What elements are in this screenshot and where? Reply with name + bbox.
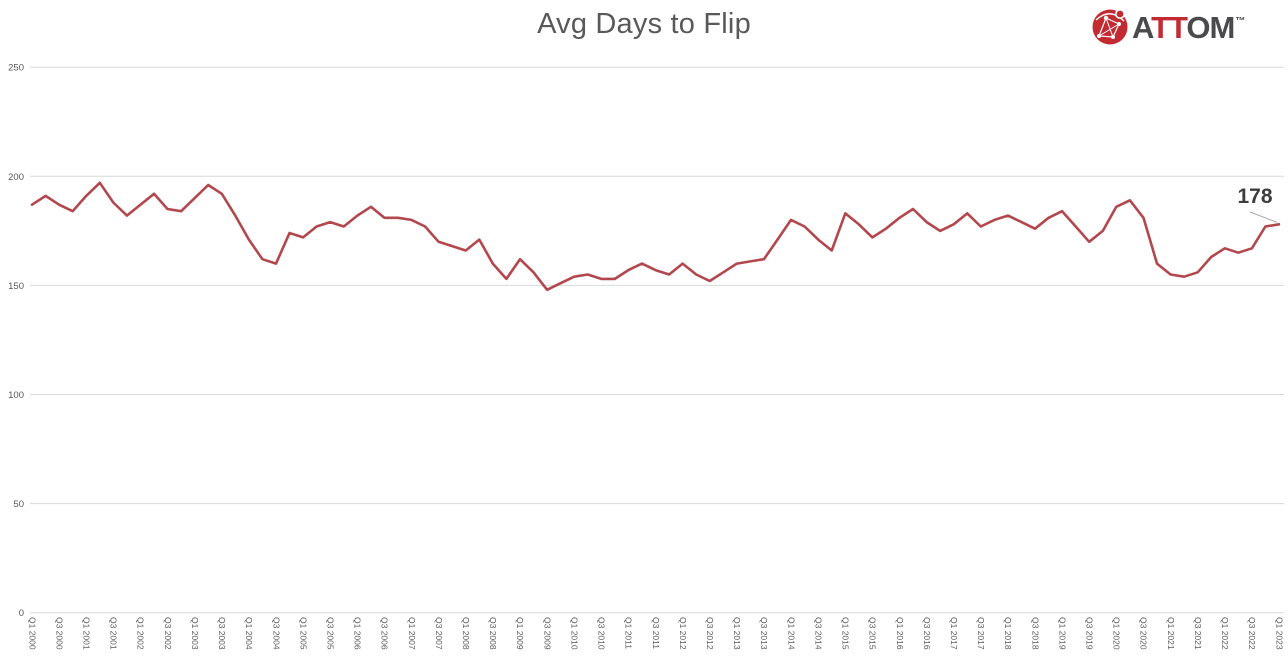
x-tick-label: Q1 2021 <box>1166 617 1176 650</box>
last-value-label: 178 <box>1237 185 1273 208</box>
y-tick-label-200: 200 <box>8 172 24 183</box>
x-tick-label: Q3 2008 <box>488 617 498 650</box>
x-tick-label: Q1 2001 <box>81 617 91 650</box>
x-tick-label: Q1 2006 <box>353 617 363 650</box>
chart-title: Avg Days to Flip <box>537 8 751 40</box>
x-tick-label: Q1 2010 <box>569 617 579 650</box>
attom-logo-text: ATTOM™ <box>1132 10 1244 45</box>
logo-letters-tt: TT <box>1151 10 1188 45</box>
x-tick-label: Q1 2015 <box>841 617 851 650</box>
x-tick-label: Q1 2003 <box>190 617 200 650</box>
x-tick-label: Q3 2019 <box>1085 617 1095 650</box>
attom-logo-emblem <box>1092 9 1128 45</box>
x-tick-label: Q3 2015 <box>868 617 878 650</box>
x-tick-label: Q1 2011 <box>624 617 634 649</box>
attom-logo-svg: ATTOM™ <box>1092 9 1245 45</box>
x-tick-label: Q3 2001 <box>109 617 119 650</box>
y-tick-label-100: 100 <box>8 390 24 401</box>
x-tick-label: Q3 2014 <box>813 617 823 650</box>
x-tick-label: Q1 2007 <box>407 617 417 650</box>
x-tick-label: Q3 2018 <box>1030 617 1040 650</box>
annotation-leader-line <box>1249 211 1278 223</box>
x-tick-label: Q3 2006 <box>380 617 390 650</box>
x-tick-label: Q1 2016 <box>895 617 905 650</box>
y-tick-label-150: 150 <box>8 281 24 292</box>
y-tick-label-250: 250 <box>8 63 24 74</box>
y-tick-label-50: 50 <box>13 499 24 510</box>
x-tick-label: Q1 2023 <box>1274 617 1284 650</box>
x-tick-label: Q3 2002 <box>163 617 173 650</box>
avg-days-line <box>30 181 1281 292</box>
x-tick-label: Q1 2018 <box>1003 617 1013 650</box>
x-tick-label: Q3 2021 <box>1193 617 1203 650</box>
x-tick-label: Q3 2004 <box>271 617 281 650</box>
attom-logo: ATTOM™ <box>1090 5 1250 49</box>
x-tick-label: Q1 2002 <box>136 617 146 650</box>
x-tick-label: Q1 2005 <box>298 617 308 650</box>
x-tick-label: Q1 2009 <box>515 617 525 650</box>
x-tick-label: Q1 2004 <box>244 617 254 650</box>
x-tick-label: Q3 2010 <box>597 617 607 650</box>
x-tick-label: Q3 2009 <box>542 617 552 650</box>
x-tick-label: Q3 2022 <box>1247 617 1257 650</box>
x-tick-label: Q1 2008 <box>461 617 471 650</box>
x-tick-label: Q3 2016 <box>922 617 932 650</box>
x-tick-label: Q1 2014 <box>786 617 796 650</box>
x-tick-label: Q1 2022 <box>1220 617 1230 650</box>
x-tick-label: Q1 2019 <box>1057 617 1067 650</box>
logo-letters-om: OM <box>1186 10 1234 45</box>
y-tick-label-0: 0 <box>19 608 24 619</box>
x-tick-label: Q3 2011 <box>651 617 661 649</box>
x-tick-label: Q3 2017 <box>976 617 986 650</box>
logo-letter-a: A <box>1132 10 1154 45</box>
x-tick-label: Q3 2000 <box>54 617 64 650</box>
x-tick-label: Q1 2013 <box>732 617 742 650</box>
x-tick-label: Q3 2005 <box>325 617 335 650</box>
x-tick-label: Q1 2012 <box>678 617 688 650</box>
x-tick-label: Q1 2017 <box>949 617 959 650</box>
logo-trademark: ™ <box>1235 16 1244 27</box>
x-tick-label: Q3 2003 <box>217 617 227 650</box>
x-tick-label: Q1 2000 <box>27 617 37 650</box>
x-tick-label: Q3 2007 <box>434 617 444 650</box>
x-tick-label: Q3 2013 <box>759 617 769 650</box>
x-tick-label: Q1 2020 <box>1112 617 1122 650</box>
x-tick-label: Q3 2012 <box>705 617 715 650</box>
x-tick-label: Q3 2020 <box>1139 617 1149 650</box>
